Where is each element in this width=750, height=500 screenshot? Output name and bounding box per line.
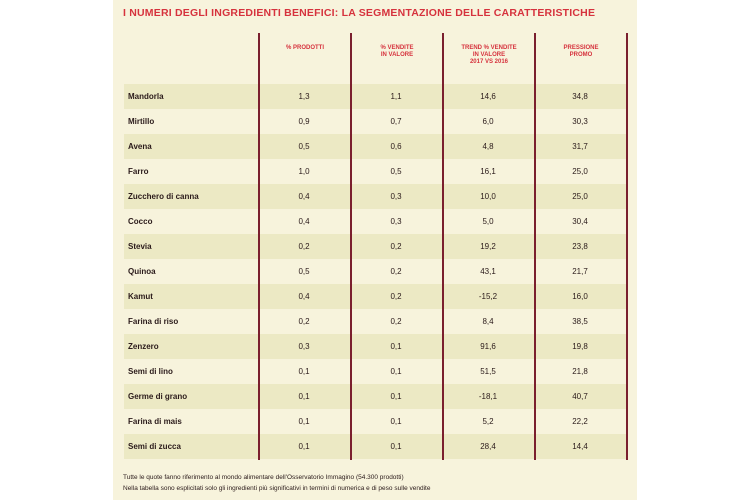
table-cell: 0,6 (390, 142, 402, 151)
table-cell: 0,1 (298, 367, 310, 376)
table-cell: 40,7 (572, 392, 588, 401)
footnote: Nella tabella sono esplicitati solo gli … (123, 485, 431, 492)
table-cell: 0,1 (390, 392, 402, 401)
table-cell: 0,3 (390, 217, 402, 226)
table-cell: -18,1 (478, 392, 498, 401)
page-title: I NUMERI DEGLI INGREDIENTI BENEFICI: LA … (123, 7, 596, 19)
table-cell: 0,7 (390, 117, 402, 126)
table-cell: 0,4 (298, 192, 310, 201)
table-cell: 10,0 (480, 192, 496, 201)
table-cell: 5,0 (482, 217, 494, 226)
header-prodotti: % PRODOTTI (285, 45, 324, 51)
column-divider (258, 33, 260, 460)
table-cell: 0,5 (390, 167, 402, 176)
table-cell: 0,3 (298, 342, 310, 351)
column-divider (534, 33, 536, 460)
table-cell: 0,1 (298, 417, 310, 426)
column-divider (442, 33, 444, 460)
table-cell: 0,3 (390, 192, 402, 201)
header-vendite-valore: % VENDITE IN VALORE (380, 45, 414, 58)
table-cell: 22,2 (572, 417, 588, 426)
table-cell: 38,5 (572, 317, 588, 326)
table-cell: 0,2 (390, 292, 402, 301)
ingredient-name: Farina di mais (128, 417, 182, 426)
table-row (124, 184, 627, 209)
table-cell: 0,9 (298, 117, 310, 126)
table-cell: 0,4 (298, 217, 310, 226)
table-cell: 91,6 (480, 342, 496, 351)
table-cell: 5,2 (482, 417, 494, 426)
table-cell: 30,3 (572, 117, 588, 126)
table-cell: 14,4 (572, 442, 588, 451)
table-row (124, 284, 627, 309)
table-cell: 1,3 (298, 92, 310, 101)
table-cell: 19,8 (572, 342, 588, 351)
table-cell: 6,0 (482, 117, 494, 126)
table-row (124, 134, 627, 159)
header-pressione-promo: PRESSIONE PROMO (563, 45, 599, 58)
ingredient-name: Farina di riso (128, 317, 179, 326)
table-cell: 0,1 (390, 367, 402, 376)
table-cell: 0,1 (298, 392, 310, 401)
ingredient-name: Germe di grano (128, 392, 188, 401)
table-cell: 0,2 (298, 242, 310, 251)
ingredient-name: Stevia (128, 242, 152, 251)
table-cell: 34,8 (572, 92, 588, 101)
footnote: Tutte le quote fanno riferimento al mond… (123, 474, 404, 481)
header-trend-vendite: TREND % VENDITE IN VALORE 2017 VS 2016 (461, 45, 517, 65)
table-cell: 1,0 (298, 167, 310, 176)
ingredient-name: Cocco (128, 217, 153, 226)
table-row (124, 384, 627, 409)
ingredient-name: Kamut (128, 292, 153, 301)
table-cell: 0,1 (390, 342, 402, 351)
table-cell: 0,2 (390, 242, 402, 251)
table-cell: 23,8 (572, 242, 588, 251)
ingredient-name: Semi di zucca (128, 442, 181, 451)
table-cell: 30,4 (572, 217, 588, 226)
table-cell: 0,2 (390, 317, 402, 326)
ingredient-name: Mandorla (128, 92, 164, 101)
table-cell: 0,5 (298, 267, 310, 276)
table-cell: 51,5 (480, 367, 496, 376)
table-cell: 0,2 (390, 267, 402, 276)
table-cell: 43,1 (480, 267, 496, 276)
table-row (124, 84, 627, 109)
table-row (124, 434, 627, 459)
ingredient-name: Zucchero di canna (128, 192, 199, 201)
table-cell: 0,1 (390, 417, 402, 426)
ingredient-name: Avena (128, 142, 152, 151)
table-cell: 19,2 (480, 242, 496, 251)
table-cell: 21,7 (572, 267, 588, 276)
ingredient-name: Quinoa (128, 267, 156, 276)
table-cell: -15,2 (478, 292, 498, 301)
table-cell: 0,1 (390, 442, 402, 451)
table-cell: 14,6 (480, 92, 496, 101)
table-row (124, 234, 627, 259)
table-cell: 21,8 (572, 367, 588, 376)
column-divider (626, 33, 628, 460)
table-cell: 8,4 (482, 317, 494, 326)
table-cell: 25,0 (572, 192, 588, 201)
table-cell: 25,0 (572, 167, 588, 176)
column-divider (350, 33, 352, 460)
table-cell: 0,4 (298, 292, 310, 301)
ingredient-name: Semi di lino (128, 367, 173, 376)
table-cell: 16,0 (572, 292, 588, 301)
ingredient-name: Zenzero (128, 342, 159, 351)
ingredient-name: Mirtillo (128, 117, 155, 126)
table-cell: 31,7 (572, 142, 588, 151)
table-cell: 0,2 (298, 317, 310, 326)
table-cell: 4,8 (482, 142, 494, 151)
table-cell: 0,1 (298, 442, 310, 451)
table-cell: 16,1 (480, 167, 496, 176)
ingredient-name: Farro (128, 167, 149, 176)
table-cell: 0,5 (298, 142, 310, 151)
table-cell: 28,4 (480, 442, 496, 451)
table-row (124, 334, 627, 359)
table-cell: 1,1 (390, 92, 402, 101)
